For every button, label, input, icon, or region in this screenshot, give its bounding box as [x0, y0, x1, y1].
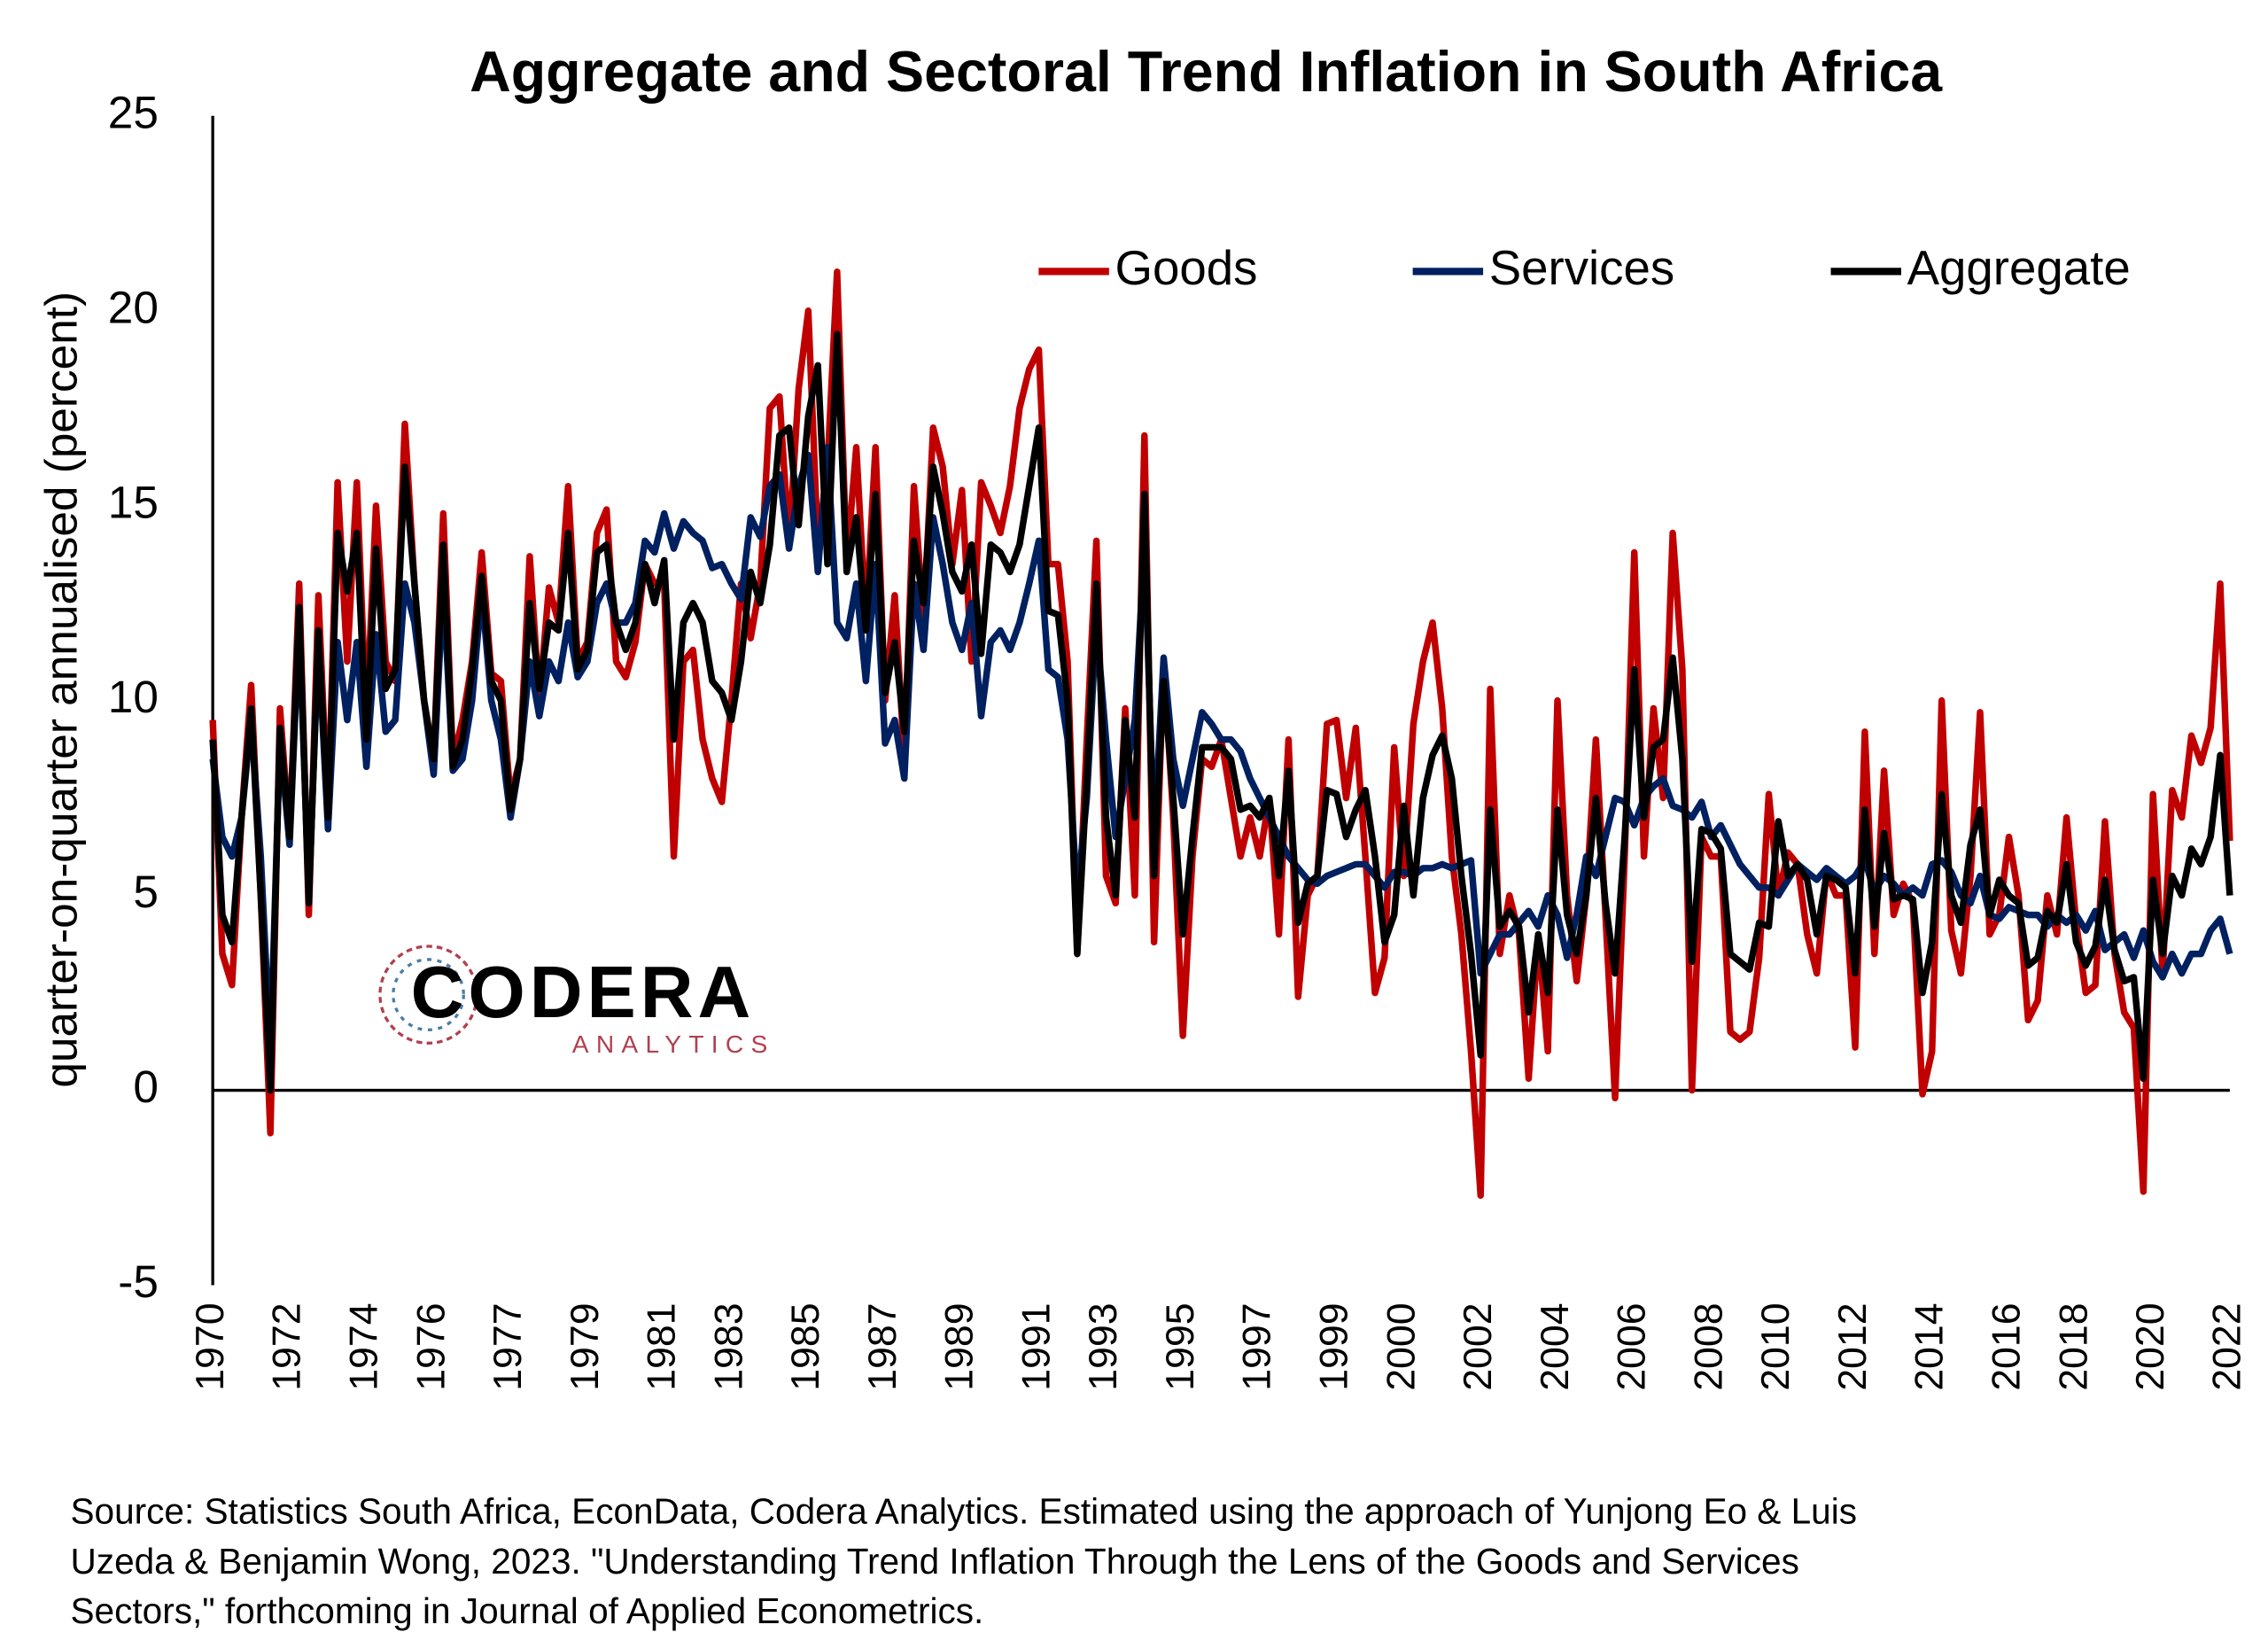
x-tick-label: 1974	[342, 1302, 385, 1390]
y-tick-label: 15	[108, 477, 159, 527]
x-tick-label: 1972	[266, 1302, 309, 1390]
x-tick-label: 1997	[1236, 1302, 1279, 1390]
x-tick-label: 1977	[486, 1302, 530, 1390]
legend-label: Services	[1489, 241, 1674, 295]
legend-label: Aggregate	[1907, 241, 2131, 295]
logo-name: CODERA	[411, 951, 756, 1033]
y-axis-label: quarter-on-quarter annualised (percent)	[35, 292, 86, 1088]
x-tick-label: 1995	[1159, 1302, 1202, 1390]
x-tick-label: 1991	[1014, 1302, 1058, 1390]
chart-title: Aggregate and Sectoral Trend Inflation i…	[470, 40, 1943, 104]
x-tick-label: 1989	[938, 1302, 982, 1390]
y-tick-label: 10	[108, 672, 159, 722]
x-tick-label: 2016	[1984, 1302, 2028, 1390]
legend-label: Goods	[1115, 241, 1257, 295]
y-tick-label: 20	[108, 282, 159, 332]
x-tick-label: 2018	[2052, 1302, 2095, 1390]
source-note: Uzeda & Benjamin Wong, 2023. "Understand…	[71, 1541, 1799, 1582]
x-tick-label: 2006	[1611, 1302, 1654, 1390]
logo-ring	[378, 944, 478, 1045]
x-tick-label: 1993	[1082, 1302, 1125, 1390]
y-tick-label: 5	[133, 867, 159, 917]
x-tick-label: 1999	[1312, 1302, 1355, 1390]
y-tick-label: 0	[133, 1061, 159, 1112]
x-tick-label: 1979	[563, 1302, 607, 1390]
x-tick-label: 2022	[2206, 1302, 2249, 1390]
x-tick-label: 2002	[1456, 1302, 1500, 1390]
y-tick-label: -5	[118, 1256, 159, 1307]
source-note: Source: Statistics South Africa, EconDat…	[71, 1491, 1858, 1532]
x-tick-label: 1970	[189, 1302, 232, 1390]
x-tick-label: 1985	[784, 1302, 827, 1390]
logo: CODERA ANALYTICS	[378, 944, 775, 1058]
x-tick-label: 2012	[1831, 1302, 1875, 1390]
y-tick-label: 25	[108, 87, 159, 137]
logo-tagline: ANALYTICS	[572, 1030, 775, 1058]
x-tick-label: 2020	[2129, 1302, 2172, 1390]
x-tick-label: 2014	[1908, 1302, 1952, 1390]
x-tick-label: 1983	[707, 1302, 750, 1390]
x-tick-label: 2008	[1687, 1302, 1730, 1390]
x-tick-label: 1987	[861, 1302, 905, 1390]
series-line	[209, 330, 2233, 1094]
x-tick-label: 2000	[1379, 1302, 1423, 1390]
source-note: Sectors," forthcoming in Journal of Appl…	[71, 1590, 984, 1631]
x-tick-label: 2004	[1534, 1302, 1577, 1390]
logo-ring	[392, 958, 465, 1032]
x-tick-label: 2010	[1754, 1302, 1798, 1390]
x-tick-label: 1981	[641, 1302, 684, 1390]
x-tick-label: 1976	[409, 1302, 453, 1390]
